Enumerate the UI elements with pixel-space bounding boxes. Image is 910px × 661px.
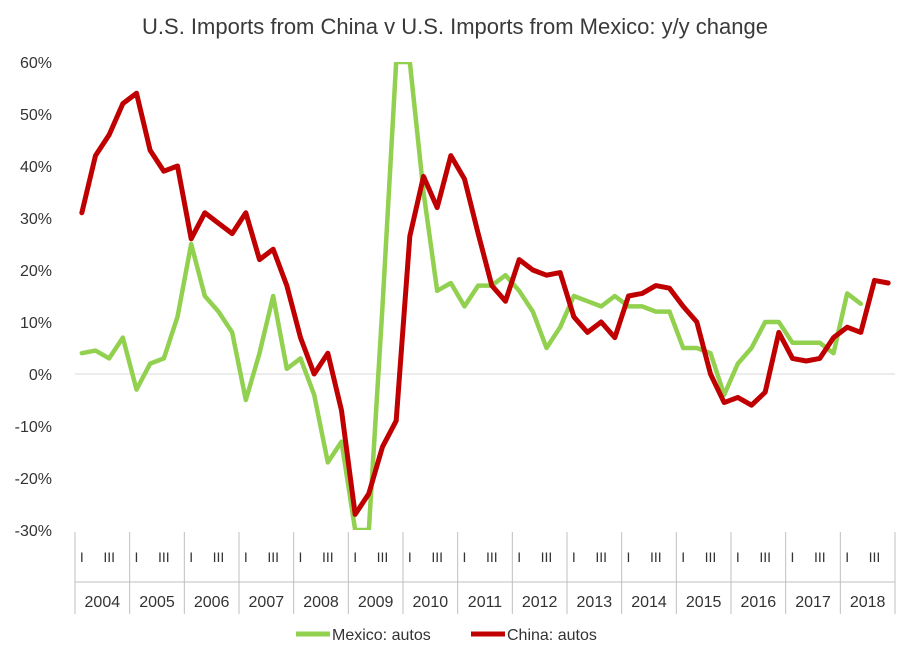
quarter-tick-label: III — [541, 549, 553, 565]
quarter-tick-label: I — [627, 549, 631, 565]
plot-area — [79, 62, 891, 530]
quarter-tick-label: I — [791, 549, 795, 565]
y-tick-label: 30% — [20, 211, 52, 228]
series-line-mexico — [79, 62, 864, 530]
y-tick-label: 20% — [20, 263, 52, 280]
year-tick-label: 2005 — [139, 594, 175, 611]
quarter-tick-label: I — [572, 549, 576, 565]
quarter-tick-label: I — [353, 549, 357, 565]
quarter-tick-label: I — [845, 549, 849, 565]
y-tick-label: 50% — [20, 107, 52, 124]
quarter-tick-label: I — [517, 549, 521, 565]
quarter-tick-label: I — [736, 549, 740, 565]
year-tick-label: 2015 — [686, 594, 722, 611]
quarter-tick-label: III — [486, 549, 498, 565]
quarter-tick-label: I — [681, 549, 685, 565]
quarter-tick-label: III — [267, 549, 279, 565]
quarter-tick-label: III — [650, 549, 662, 565]
legend: Mexico: autos China: autos — [296, 627, 597, 644]
year-tick-label: 2007 — [249, 594, 285, 611]
quarter-tick-label: III — [705, 549, 717, 565]
year-tick-label: 2008 — [303, 594, 339, 611]
year-tick-label: 2010 — [413, 594, 449, 611]
y-axis: 60% 50% 40% 30% 20% 10% 0% -10% -20% -30% — [15, 55, 52, 540]
y-tick-label: -30% — [15, 523, 52, 540]
quarter-tick-label: I — [135, 549, 139, 565]
quarter-tick-label: III — [322, 549, 334, 565]
year-tick-label: 2013 — [577, 594, 613, 611]
quarter-tick-label: III — [377, 549, 389, 565]
quarter-tick-label: I — [244, 549, 248, 565]
y-tick-label: 60% — [20, 55, 52, 72]
quarter-tick-label: III — [759, 549, 771, 565]
chart-title: U.S. Imports from China v U.S. Imports f… — [142, 14, 768, 39]
quarter-tick-label: III — [158, 549, 170, 565]
quarter-tick-label: I — [463, 549, 467, 565]
quarter-tick-label: I — [408, 549, 412, 565]
series-line-china — [79, 90, 891, 517]
year-tick-label: 2017 — [795, 594, 831, 611]
quarter-tick-label: III — [431, 549, 443, 565]
quarter-tick-label: III — [595, 549, 607, 565]
year-tick-label: 2006 — [194, 594, 230, 611]
year-tick-label: 2014 — [631, 594, 667, 611]
quarter-tick-label: III — [103, 549, 115, 565]
year-tick-label: 2004 — [85, 594, 121, 611]
y-tick-label: -20% — [15, 471, 52, 488]
quarter-tick-label: III — [814, 549, 826, 565]
quarter-tick-label: I — [189, 549, 193, 565]
year-tick-label: 2018 — [850, 594, 886, 611]
year-tick-label: 2012 — [522, 594, 558, 611]
quarter-tick-label: I — [80, 549, 84, 565]
year-tick-label: 2016 — [741, 594, 777, 611]
y-tick-label: 10% — [20, 315, 52, 332]
y-tick-label: -10% — [15, 419, 52, 436]
y-tick-label: 40% — [20, 159, 52, 176]
quarter-tick-label: I — [299, 549, 303, 565]
y-tick-label: 0% — [29, 367, 52, 384]
legend-label: Mexico: autos — [332, 627, 431, 644]
legend-label: China: autos — [507, 627, 597, 644]
year-tick-label: 2011 — [468, 594, 503, 611]
year-tick-label: 2009 — [358, 594, 394, 611]
quarter-tick-label: III — [869, 549, 881, 565]
quarter-tick-label: III — [213, 549, 225, 565]
